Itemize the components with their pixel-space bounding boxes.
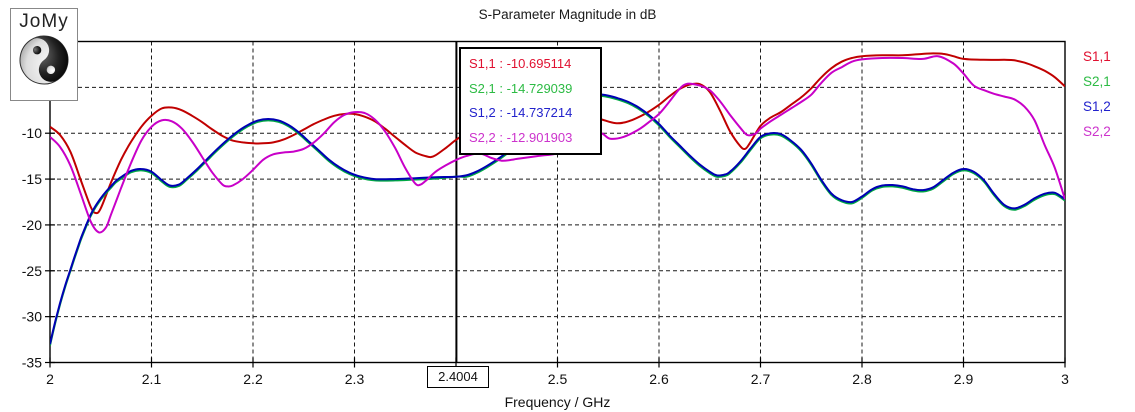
logo-text: JoMy <box>19 11 69 32</box>
marker-frequency-label[interactable]: 2.4004 <box>427 366 489 388</box>
x-tick-label-2.8: 2.8 <box>852 371 872 387</box>
marker-readout-s12: S1,2 : -14.737214 <box>469 105 573 120</box>
y-tick-label--35: -35 <box>22 355 42 371</box>
legend-item-s12[interactable]: S1,2 <box>1083 99 1111 114</box>
y-tick-label--15: -15 <box>22 171 42 187</box>
y-tick-label--30: -30 <box>22 309 42 325</box>
marker-readout-s22: S2,2 : -12.901903 <box>469 129 573 145</box>
legend-item-s11[interactable]: S1,1 <box>1083 49 1111 64</box>
x-axis-label: Frequency / GHz <box>504 394 611 410</box>
x-tick-label-2.3: 2.3 <box>345 371 365 387</box>
legend: S1,1 S2,1 S1,2 S2,2 <box>1083 44 1111 144</box>
chart-title: S-Parameter Magnitude in dB <box>478 7 657 22</box>
marker-readout-s21: S2,1 : -14.729039 <box>469 80 573 96</box>
legend-item-s22[interactable]: S2,2 <box>1083 124 1111 139</box>
x-tick-label-2.1: 2.1 <box>142 371 162 387</box>
y-tick-label--10: -10 <box>22 125 42 141</box>
x-tick-label-2.5: 2.5 <box>548 371 568 387</box>
x-tick-label-2.6: 2.6 <box>649 371 669 387</box>
logo-box: JoMy <box>10 8 78 101</box>
marker-readout-box: S1,1 : -10.695114 S2,1 : -14.729039 S1,2 :… <box>459 47 602 155</box>
curve-s22 <box>50 55 1065 234</box>
x-tick-label-2: 2 <box>46 371 54 387</box>
x-tick-label-2.2: 2.2 <box>243 371 263 387</box>
x-tick-label-2.9: 2.9 <box>954 371 974 387</box>
y-tick-label--25: -25 <box>22 263 42 279</box>
yinyang-icon <box>19 35 69 85</box>
legend-item-s21[interactable]: S2,1 <box>1083 74 1111 89</box>
y-tick-label--20: -20 <box>22 217 42 233</box>
marker-readout-s11: S1,1 : -10.695114 <box>469 56 572 71</box>
x-tick-label-2.7: 2.7 <box>751 371 771 387</box>
x-tick-label-3: 3 <box>1061 371 1069 387</box>
